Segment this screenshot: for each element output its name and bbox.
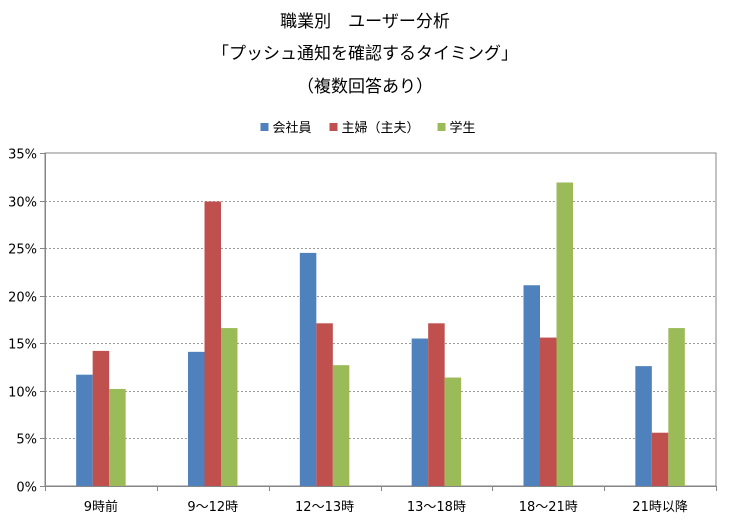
bar-series3-cat1 xyxy=(109,388,126,486)
legend-swatch xyxy=(329,123,338,131)
bar-series2-cat5 xyxy=(540,337,557,486)
legend-item-3: 学生 xyxy=(437,120,476,136)
bar-series3-cat3 xyxy=(332,365,350,486)
bar-series1-cat5 xyxy=(523,285,540,486)
bar-series1-cat4 xyxy=(411,338,429,486)
y-tick-label: 20% xyxy=(8,291,37,306)
bar-series1-cat3 xyxy=(299,252,317,486)
y-tick-label: 15% xyxy=(8,338,37,353)
bar-series3-cat5 xyxy=(556,182,573,486)
y-tick-label: 25% xyxy=(8,243,37,258)
bar-series3-cat4 xyxy=(444,377,462,486)
bar-series2-cat4 xyxy=(428,323,445,486)
x-tick-label: 9～12時 xyxy=(187,500,238,515)
title-line-1: 職業別 ユーザー分析 xyxy=(280,12,450,32)
legend-swatch xyxy=(437,123,446,131)
chart-title: 職業別 ユーザー分析 「プッシュ通知を確認するタイミング」 （複数回答あり） xyxy=(212,12,518,97)
title-line-3: （複数回答あり） xyxy=(297,77,433,97)
x-tick-label: 13～18時 xyxy=(407,500,466,515)
bar-series3-cat2 xyxy=(221,328,238,486)
axes xyxy=(40,153,717,491)
x-tick-label: 21時以降 xyxy=(632,500,688,515)
x-axis-labels: 9時前 9～12時 12～13時 13～18時 18～21時 21時以降 xyxy=(84,499,688,515)
title-line-2: 「プッシュ通知を確認するタイミング」 xyxy=(212,44,518,64)
legend-label: 主婦（主夫） xyxy=(341,120,419,136)
legend-label: 学生 xyxy=(450,120,476,136)
x-tick-label: 12～13時 xyxy=(295,500,354,515)
legend-swatch xyxy=(260,123,269,131)
y-axis-labels: 0% 5% 10% 15% 20% 25% 30% 35% xyxy=(8,148,37,496)
y-tick-label: 35% xyxy=(8,148,37,163)
bar-series2-cat3 xyxy=(316,323,333,486)
plot-area xyxy=(44,152,717,487)
legend-item-1: 会社員 xyxy=(260,120,311,136)
bar-series2-cat1 xyxy=(92,350,110,486)
y-tick-label: 0% xyxy=(16,481,37,496)
plot-border xyxy=(44,152,717,487)
x-tick-label: 18～21時 xyxy=(519,500,578,515)
bars xyxy=(76,182,685,486)
bar-series1-cat1 xyxy=(76,374,93,486)
legend-label: 会社員 xyxy=(272,120,311,136)
legend-item-2: 主婦（主夫） xyxy=(329,120,420,136)
y-tick-label: 5% xyxy=(16,433,37,448)
bar-series2-cat2 xyxy=(204,201,221,486)
bar-series1-cat6 xyxy=(635,366,652,486)
bar-series1-cat2 xyxy=(188,351,205,486)
legend: 会社員 主婦（主夫） 学生 xyxy=(260,120,476,136)
x-tick-label: 9時前 xyxy=(84,499,118,515)
y-tick-label: 10% xyxy=(8,386,37,401)
bar-series2-cat6 xyxy=(651,432,669,486)
bar-series3-cat6 xyxy=(668,328,685,486)
y-tick-label: 30% xyxy=(8,196,37,211)
